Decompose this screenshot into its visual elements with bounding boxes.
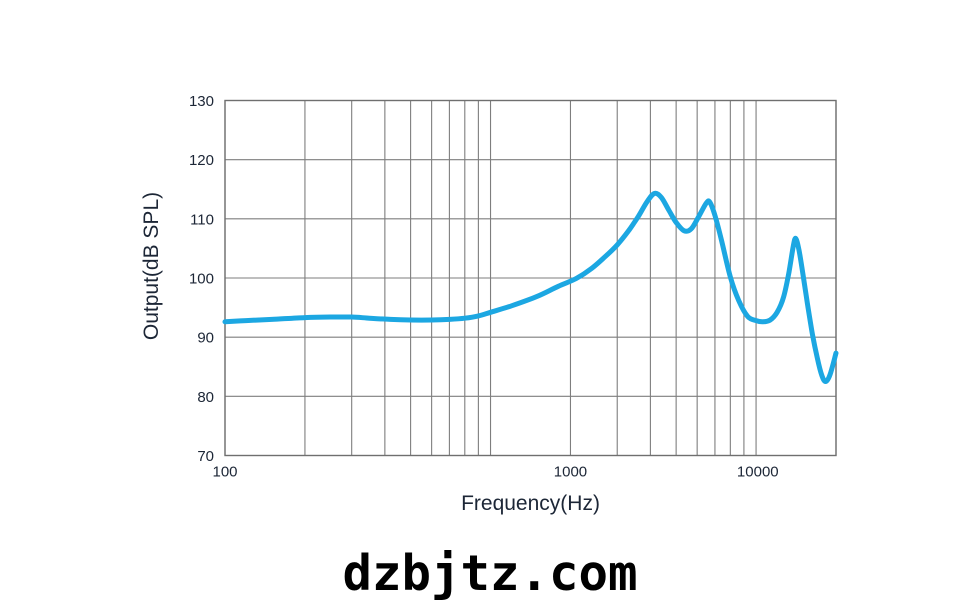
y-tick-label: 110	[190, 211, 214, 228]
y-tick-label: 120	[189, 152, 214, 169]
y-tick-label: 90	[197, 330, 214, 347]
y-axis-title: Output(dB SPL)	[140, 191, 163, 341]
watermark-text: dzbjtz.com	[342, 545, 638, 602]
x-tick-label: 10000	[737, 464, 779, 481]
x-axis-title: Frequency(Hz)	[461, 492, 600, 515]
y-tick-label: 130	[189, 93, 214, 110]
plot-border	[224, 99, 837, 457]
response-curve	[222, 190, 839, 384]
y-tick-label: 100	[189, 271, 214, 288]
y-tick-label: 70	[197, 448, 214, 465]
y-tick-label: 80	[197, 389, 214, 406]
x-tick-label: 100	[212, 464, 237, 481]
x-tick-label: 1000	[554, 464, 587, 481]
